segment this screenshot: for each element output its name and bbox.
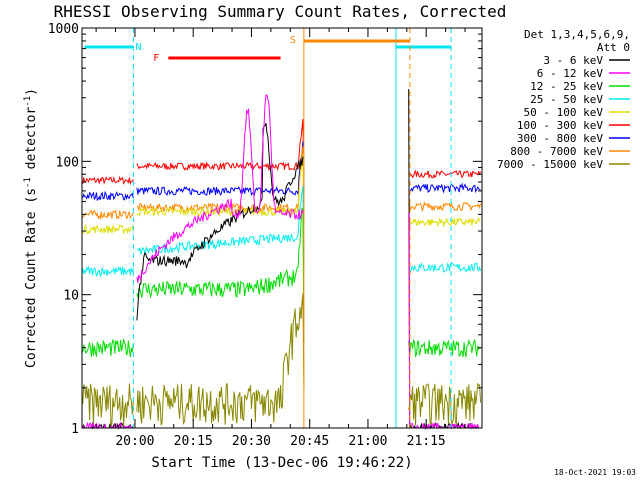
legend-label: 3 - 6 keV [543, 54, 603, 67]
x-tick-label: 20:00 [115, 434, 154, 449]
series-12-25-kev [136, 207, 305, 343]
y-tick-label: 1 [71, 422, 79, 437]
series-100-300-kev [408, 169, 482, 180]
legend-label: 7000 - 15000 keV [497, 158, 603, 171]
flag-n-label: N [135, 42, 141, 53]
legend-header: Det 1,3,4,5,6,9, [524, 28, 630, 41]
legend-label: 800 - 7000 keV [510, 145, 603, 158]
x-axis-label: Start Time (13-Dec-06 19:46:22) [151, 455, 412, 471]
y-axis-label-mid: detector [24, 107, 39, 178]
y-axis-label-main: Corrected Count Rate (s [24, 188, 39, 368]
flag-s-label: S [290, 35, 296, 46]
series-12-25-kev [408, 338, 481, 358]
y-tick-label: 1000 [48, 22, 79, 37]
series-25-50-kev [82, 265, 134, 278]
x-tick-label: 20:30 [232, 434, 271, 449]
legend-label: 12 - 25 keV [530, 80, 603, 93]
series-100-300-kev [82, 175, 134, 186]
chart-title: RHESSI Observing Summary Count Rates, Co… [54, 2, 507, 21]
plot-data: N F S [82, 28, 482, 430]
series-800-7000-kev [82, 209, 134, 221]
series-3-6-kev [408, 88, 481, 430]
series-100-300-kev [136, 119, 305, 175]
y-axis-label-end: ) [24, 88, 39, 96]
y-axis-label: Corrected Count Rate (s-1 detector-1) [23, 88, 39, 368]
series-800-7000-kev [136, 146, 305, 214]
series-50-100-kev [136, 153, 305, 224]
series-50-100-kev [82, 223, 134, 235]
series-7000-15000-kev [82, 383, 134, 428]
series-25-50-kev [408, 262, 482, 273]
series-7000-15000-kev [408, 382, 482, 426]
legend-label: 6 - 12 keV [537, 67, 604, 80]
plot-frame [81, 27, 483, 429]
legend-label: 25 - 50 keV [530, 93, 603, 106]
legend-header: Att 0 [597, 41, 630, 54]
axes: 20:00 20:15 20:30 20:45 21:00 21:15 1 10 100 1000 [48, 22, 482, 449]
series-800-7000-kev [408, 200, 482, 213]
x-tick-label: 21:15 [407, 434, 446, 449]
series-6-12-kev [136, 94, 305, 283]
legend-label: 50 - 100 keV [524, 106, 604, 119]
x-tick-label: 21:00 [348, 434, 387, 449]
x-tick-label: 20:45 [290, 434, 329, 449]
series-300-800-kev [82, 190, 134, 202]
legend-label: 300 - 800 keV [517, 132, 603, 145]
x-tick-label: 20:15 [174, 434, 213, 449]
flag-f-label: F [153, 53, 159, 64]
y-tick-label: 100 [56, 155, 79, 170]
series-25-50-kev [136, 185, 305, 267]
series-300-800-kev [136, 141, 305, 197]
series-300-800-kev [408, 182, 481, 194]
y-axis-label-sup2: -1 [23, 96, 33, 107]
legend-label: 100 - 300 keV [517, 119, 603, 132]
series-3-6-kev [136, 123, 305, 321]
series-7000-15000-kev [136, 293, 305, 426]
series-50-100-kev [408, 216, 481, 228]
series-12-25-kev [82, 337, 134, 358]
y-tick-label: 10 [63, 289, 79, 304]
y-axis-label-sup1: -1 [23, 177, 33, 188]
footer-timestamp: 18-Oct-2021 19:03 [554, 468, 636, 477]
